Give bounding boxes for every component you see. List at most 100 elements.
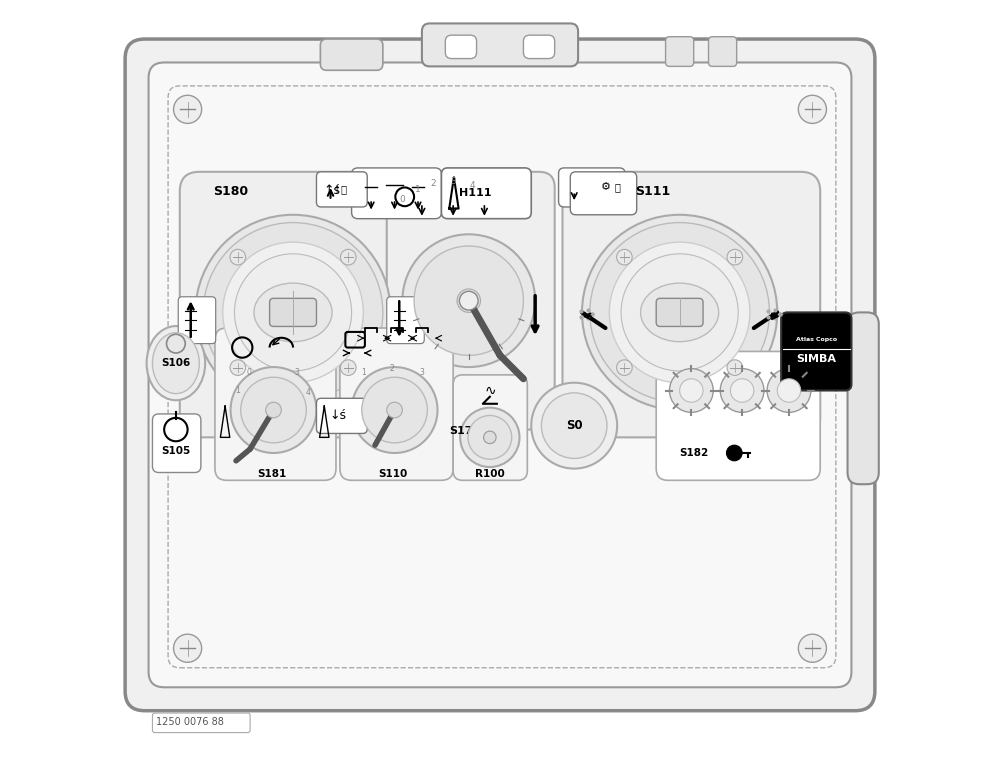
Circle shape xyxy=(234,254,352,371)
Circle shape xyxy=(230,249,246,265)
Circle shape xyxy=(590,223,769,402)
Ellipse shape xyxy=(641,284,719,342)
Circle shape xyxy=(230,360,246,376)
Circle shape xyxy=(459,291,478,310)
Text: 4: 4 xyxy=(305,387,310,397)
FancyBboxPatch shape xyxy=(453,375,527,480)
Circle shape xyxy=(541,393,607,458)
Circle shape xyxy=(767,369,811,412)
Circle shape xyxy=(617,249,632,265)
FancyBboxPatch shape xyxy=(445,35,477,59)
Circle shape xyxy=(340,360,356,376)
FancyBboxPatch shape xyxy=(320,39,383,70)
FancyBboxPatch shape xyxy=(340,328,453,480)
Text: 1: 1 xyxy=(361,368,366,377)
Text: 1: 1 xyxy=(235,386,240,395)
Circle shape xyxy=(387,402,402,418)
Text: S179: S179 xyxy=(449,426,481,436)
Circle shape xyxy=(621,254,738,371)
FancyBboxPatch shape xyxy=(570,172,637,215)
Text: H111: H111 xyxy=(459,188,491,198)
Circle shape xyxy=(727,249,743,265)
FancyBboxPatch shape xyxy=(422,23,578,66)
Text: S106: S106 xyxy=(161,358,191,368)
Circle shape xyxy=(669,369,713,412)
FancyBboxPatch shape xyxy=(559,168,625,207)
FancyBboxPatch shape xyxy=(656,298,703,326)
Circle shape xyxy=(340,249,356,265)
Circle shape xyxy=(468,415,512,459)
Circle shape xyxy=(457,289,480,312)
FancyBboxPatch shape xyxy=(180,172,414,437)
Ellipse shape xyxy=(254,284,332,342)
Text: S0: S0 xyxy=(566,419,583,432)
Circle shape xyxy=(266,402,281,418)
Text: ↑ꟷ: ↑ꟷ xyxy=(333,186,347,195)
Text: 🔗: 🔗 xyxy=(614,183,620,192)
Circle shape xyxy=(798,634,826,662)
Circle shape xyxy=(460,408,520,467)
FancyBboxPatch shape xyxy=(270,298,316,326)
Text: 2: 2 xyxy=(431,179,436,188)
Circle shape xyxy=(720,369,764,412)
FancyBboxPatch shape xyxy=(666,37,694,66)
Circle shape xyxy=(362,377,427,443)
FancyBboxPatch shape xyxy=(125,39,875,711)
Text: 3: 3 xyxy=(419,368,424,377)
Text: 4: 4 xyxy=(470,181,475,191)
Circle shape xyxy=(352,367,438,453)
Circle shape xyxy=(484,431,496,444)
FancyBboxPatch shape xyxy=(215,328,336,480)
FancyBboxPatch shape xyxy=(656,351,820,480)
Text: SIMBA: SIMBA xyxy=(796,355,836,364)
FancyBboxPatch shape xyxy=(316,172,367,207)
Text: ↑ś: ↑ś xyxy=(324,184,341,197)
FancyBboxPatch shape xyxy=(441,168,531,219)
Circle shape xyxy=(223,242,363,383)
Circle shape xyxy=(531,383,617,469)
Text: 1: 1 xyxy=(415,184,421,194)
Text: S105: S105 xyxy=(161,446,191,455)
Text: ↓ś: ↓ś xyxy=(330,409,347,422)
Text: S111: S111 xyxy=(635,185,670,198)
Circle shape xyxy=(241,377,306,443)
Circle shape xyxy=(777,379,801,402)
Circle shape xyxy=(609,242,750,383)
Text: 0: 0 xyxy=(400,194,405,204)
Text: S182: S182 xyxy=(679,448,708,458)
Text: R100: R100 xyxy=(475,469,505,479)
Text: 2: 2 xyxy=(389,364,394,373)
Circle shape xyxy=(798,95,826,123)
FancyBboxPatch shape xyxy=(352,168,441,219)
Circle shape xyxy=(174,95,202,123)
FancyBboxPatch shape xyxy=(149,62,851,687)
Text: 3: 3 xyxy=(295,368,299,377)
Text: S180: S180 xyxy=(213,185,248,198)
Circle shape xyxy=(231,367,316,453)
FancyBboxPatch shape xyxy=(781,312,851,390)
Text: ∿: ∿ xyxy=(484,383,496,398)
Text: Atlas Copco: Atlas Copco xyxy=(796,337,837,342)
Circle shape xyxy=(402,234,535,367)
FancyBboxPatch shape xyxy=(523,35,555,59)
Circle shape xyxy=(203,223,383,402)
FancyBboxPatch shape xyxy=(387,172,555,430)
Ellipse shape xyxy=(147,326,205,400)
Text: S181: S181 xyxy=(257,469,287,479)
FancyBboxPatch shape xyxy=(152,414,201,473)
FancyBboxPatch shape xyxy=(178,297,216,344)
Circle shape xyxy=(726,445,742,461)
Circle shape xyxy=(195,215,391,410)
Circle shape xyxy=(582,215,777,410)
Text: ⚙: ⚙ xyxy=(600,183,610,192)
FancyBboxPatch shape xyxy=(316,398,367,433)
FancyBboxPatch shape xyxy=(848,312,879,484)
Text: 0: 0 xyxy=(246,368,251,377)
FancyBboxPatch shape xyxy=(387,297,424,344)
Text: 1250 0076 88: 1250 0076 88 xyxy=(156,718,224,727)
Circle shape xyxy=(414,246,523,355)
Circle shape xyxy=(680,379,703,402)
FancyBboxPatch shape xyxy=(709,37,737,66)
FancyBboxPatch shape xyxy=(562,172,820,437)
Circle shape xyxy=(174,634,202,662)
